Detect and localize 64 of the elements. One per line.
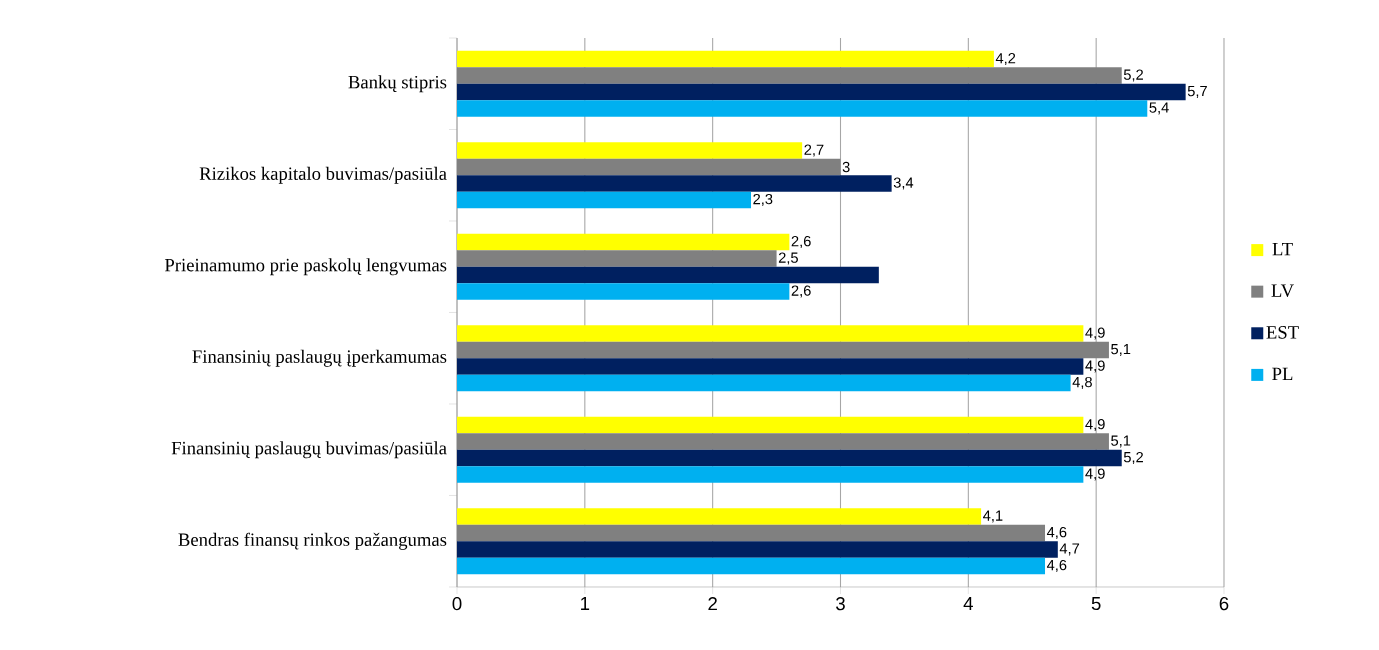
data-label: 2,7 [804,144,824,157]
data-label: 2,6 [791,236,811,249]
bar [457,433,1109,450]
y-tick-label: Bendras finansų rinkos pažangumas [178,532,447,550]
legend-label: PL [1272,367,1293,381]
bar [457,100,1148,117]
y-tick-label: Bankų stipris [348,75,447,93]
data-label: 3 [842,161,850,173]
data-label: 4,8 [1072,376,1092,390]
data-label: 4,9 [1085,327,1105,340]
data-label: 4,6 [1046,559,1067,573]
legend-label: EST [1266,326,1299,339]
x-tick-label: 0 [452,597,462,611]
y-tick-label: Prieinamumo prie paskolų lengvumas [164,258,447,276]
legend-label: LV [1271,284,1294,298]
bar [457,142,803,159]
data-label: 4,6 [1046,526,1067,540]
data-label: 5,2 [1123,69,1143,82]
y-tick-label: Rizikos kapitalo buvimas/pasiūla [199,166,447,184]
data-label: 2,5 [778,252,798,265]
bar [457,374,1071,392]
y-tick-label: Finansinių paslaugų buvimas/pasiūla [171,441,447,459]
data-label: 5,1 [1111,435,1131,448]
bar [457,83,1186,101]
bar [457,158,841,176]
bar [457,175,892,192]
data-label: 5,1 [1111,344,1131,356]
legend-label: LT [1272,242,1293,256]
data-label: 4,7 [1059,543,1080,556]
bar [457,266,879,284]
x-tick-label: 5 [1091,597,1101,611]
x-tick-label: 2 [708,597,717,611]
data-label: 5,7 [1187,86,1207,98]
bar [457,557,1046,575]
bar [457,191,752,209]
bar [457,67,1122,84]
bar [457,325,1084,342]
bar [457,449,1122,467]
bar [457,416,1084,434]
bar [457,50,994,68]
x-tick-label: 6 [1219,597,1229,611]
data-label: 3,4 [893,177,914,190]
y-tick-label: Finansinių paslaugų įperkamumas [192,349,447,367]
data-label: 5,4 [1149,102,1169,115]
data-label: 4,1 [983,510,1003,523]
data-label: 2,3 [753,193,773,207]
bar [457,250,777,267]
data-label: 4,9 [1085,419,1105,432]
data-label: 2,6 [791,285,811,298]
data-label: 4,2 [995,53,1016,66]
bar [457,508,982,525]
bar [457,283,790,300]
data-label: 5,2 [1123,451,1143,465]
data-label: 4,9 [1085,468,1105,481]
bar [457,233,790,251]
bar [457,341,1109,359]
x-tick-label: 4 [963,597,973,610]
bar [457,524,1046,542]
bar [457,358,1084,375]
bar [457,466,1084,483]
x-tick-label: 1 [581,597,590,610]
data-label: 4,9 [1085,360,1105,373]
bar [457,541,1058,558]
x-tick-label: 3 [836,597,845,611]
